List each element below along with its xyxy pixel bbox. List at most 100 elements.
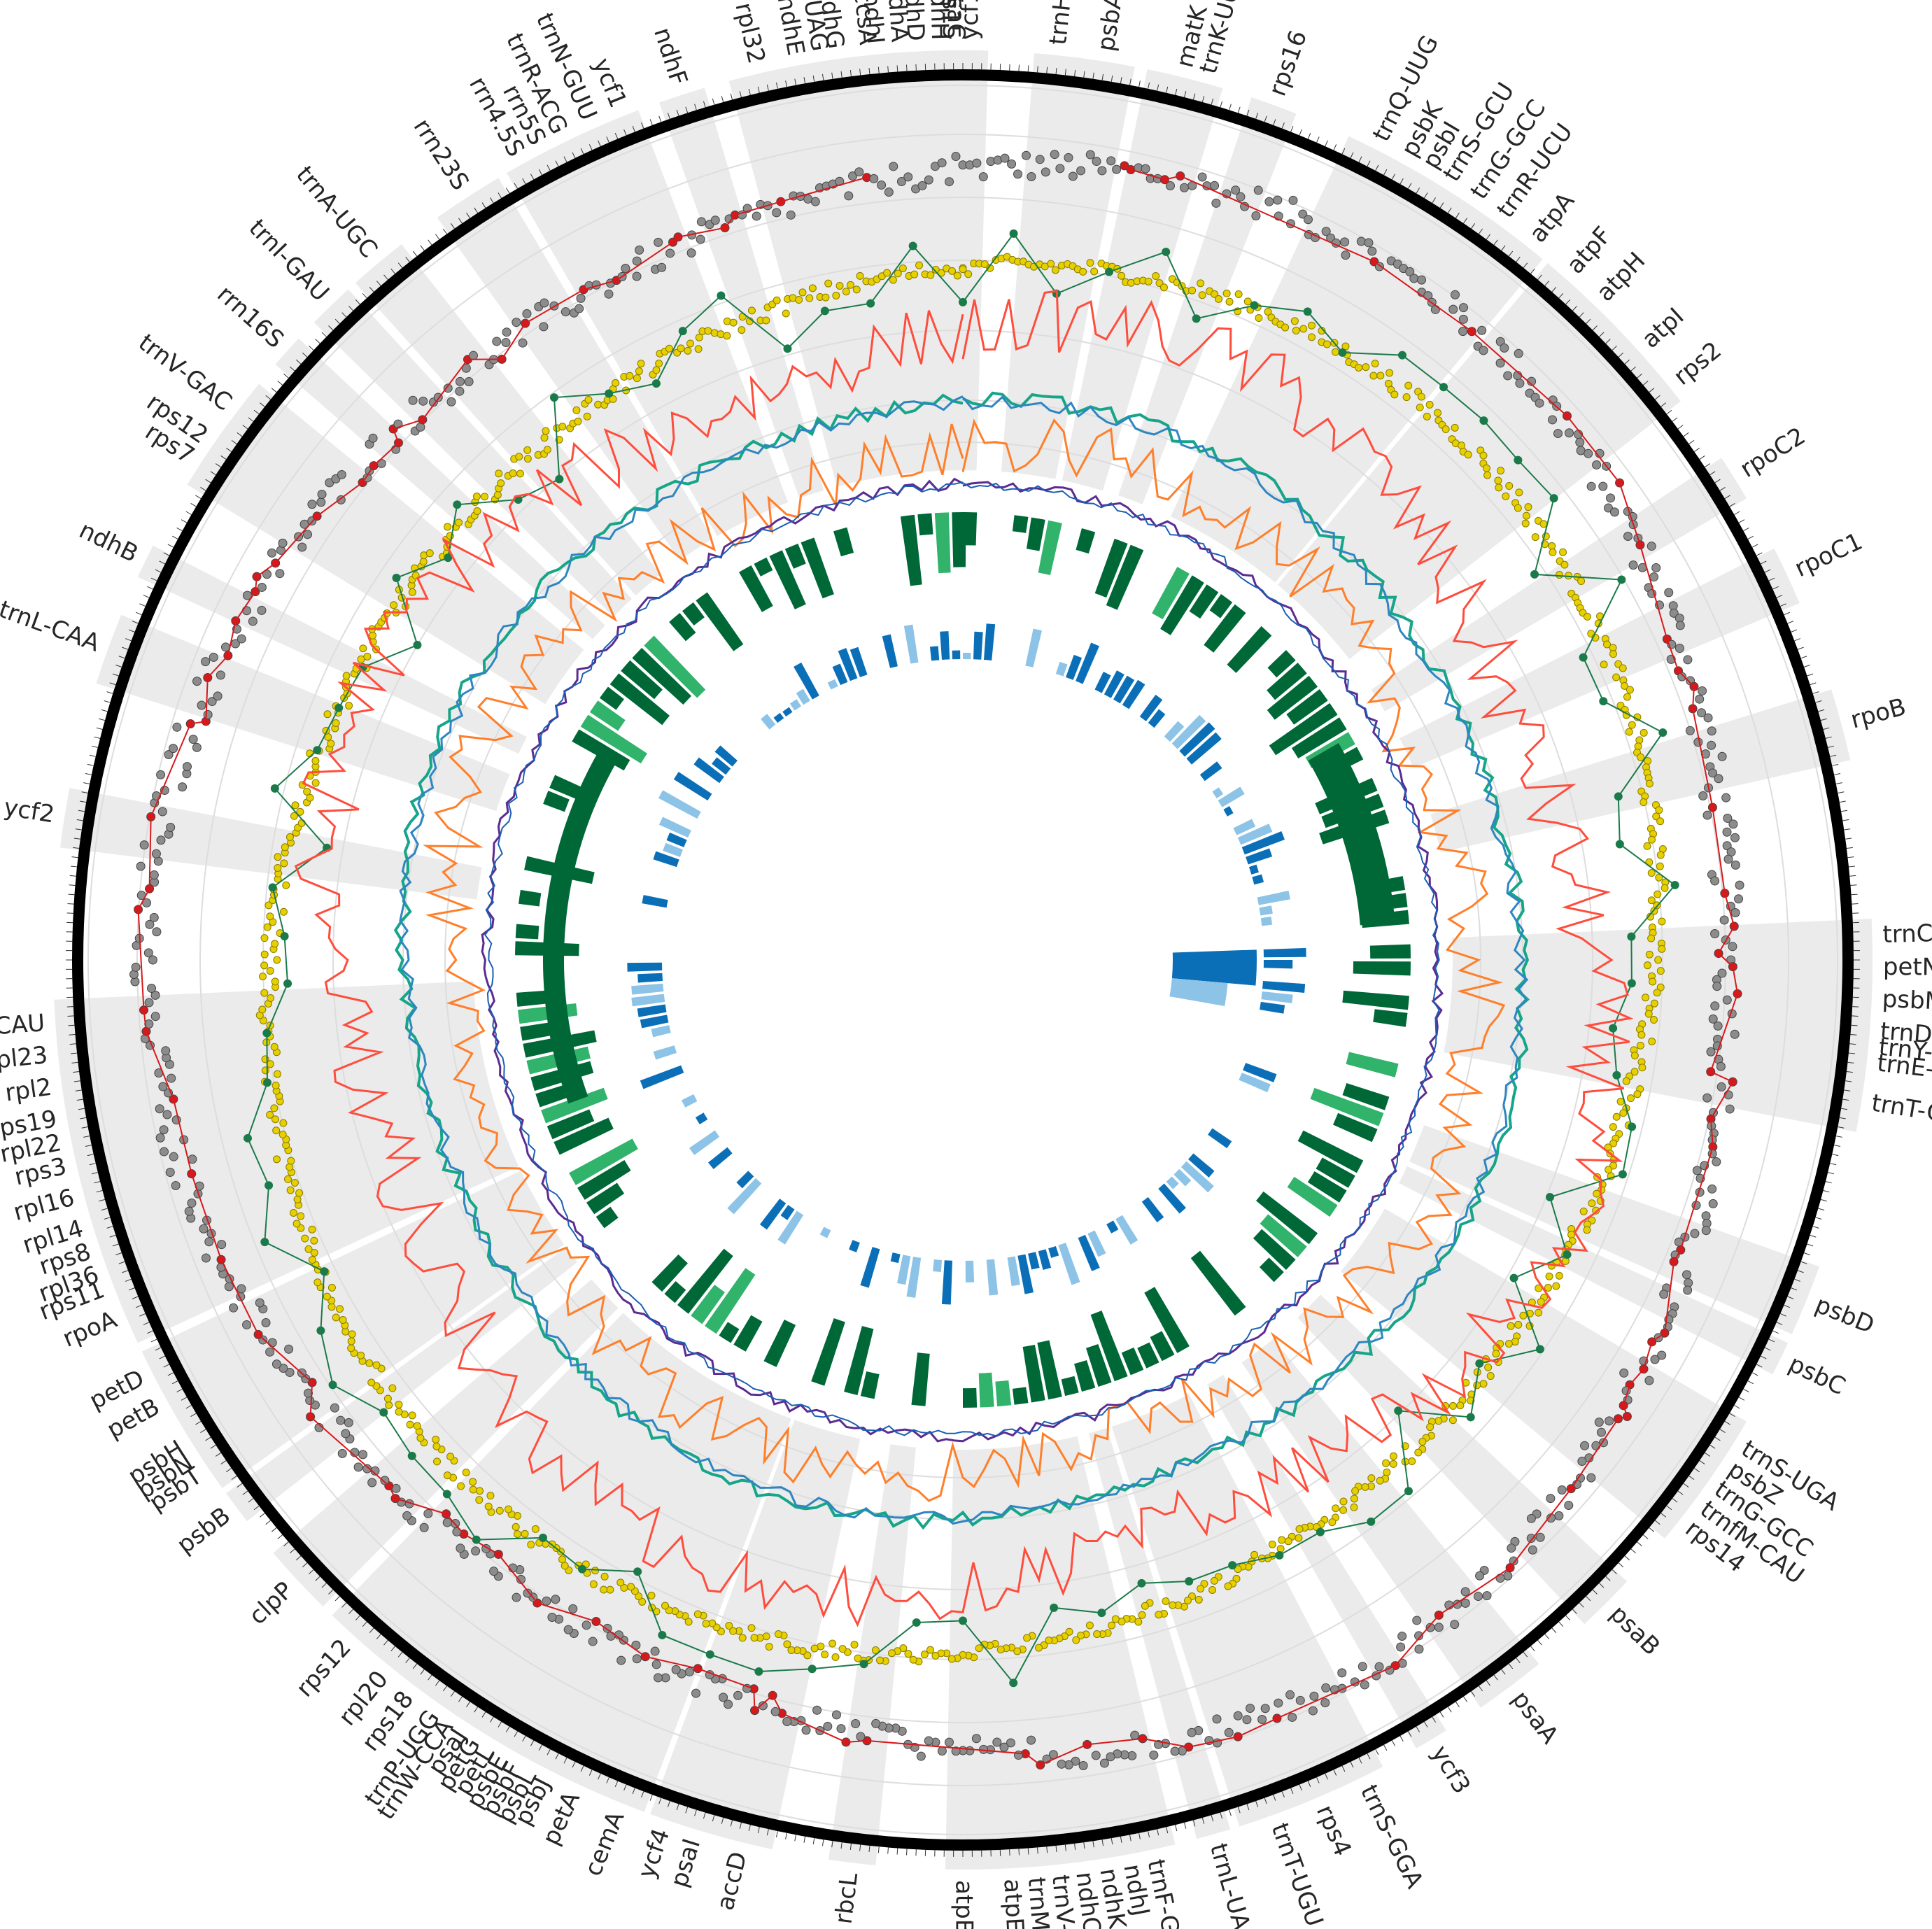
yellow-point: [1658, 945, 1666, 953]
tick: [1424, 192, 1428, 199]
yellow-point: [293, 1195, 302, 1203]
yellow-point: [1524, 503, 1532, 511]
gray-point: [854, 167, 864, 177]
tick: [803, 77, 806, 84]
tick: [76, 1098, 83, 1101]
yellow-point: [1634, 742, 1642, 751]
tick: [1516, 256, 1521, 262]
yellow-point: [920, 1651, 929, 1659]
blue-bar: [1237, 824, 1273, 845]
gray-point: [164, 749, 174, 759]
yellow-point: [1383, 1468, 1391, 1476]
tick: [1630, 1548, 1636, 1554]
yellow-point: [303, 787, 311, 796]
tick: [69, 875, 76, 877]
navy-line: [484, 481, 1440, 1437]
tick: [167, 544, 174, 548]
yellow-point: [635, 1592, 643, 1600]
tick: [1018, 64, 1020, 71]
gray-point: [165, 1168, 175, 1178]
blue-bar: [1115, 1215, 1138, 1245]
yellow-point: [762, 316, 770, 325]
yellow-point: [1441, 425, 1450, 434]
yellow-point: [626, 372, 634, 380]
green-bar: [801, 537, 834, 599]
gene-band: [332, 1313, 648, 1656]
gray-point: [581, 1620, 591, 1630]
yellow-point: [1211, 290, 1219, 298]
gray-point: [972, 158, 982, 168]
gray-point: [267, 548, 277, 558]
gray-point: [1396, 1642, 1406, 1652]
gray-point: [1702, 810, 1712, 820]
yellow-point: [773, 296, 781, 304]
tick: [658, 115, 662, 122]
blue-bar: [1148, 709, 1166, 728]
tick: [580, 1765, 584, 1772]
yellow-point: [345, 702, 353, 710]
yellow-point: [1402, 393, 1411, 402]
green-bar: [515, 924, 540, 940]
gene-band: [1341, 1251, 1695, 1539]
green-bar: [1369, 944, 1411, 959]
gray-point: [1210, 181, 1220, 190]
gray-point: [1712, 1157, 1721, 1167]
tick: [237, 1483, 243, 1488]
tick: [1624, 359, 1630, 365]
yellow-point: [931, 1651, 940, 1660]
gene-band: [355, 243, 661, 595]
green-bar: [763, 1320, 796, 1367]
yellow-point: [1603, 640, 1612, 649]
gray-point: [1091, 1751, 1101, 1760]
yellow-point: [408, 1411, 416, 1420]
gene-band: [1313, 325, 1663, 647]
tick: [1148, 1831, 1150, 1838]
green-bar: [719, 1322, 740, 1343]
yellow-point: [475, 1496, 484, 1504]
green-bar: [1037, 1340, 1062, 1400]
tick: [530, 1740, 535, 1746]
blue-bar: [640, 1015, 669, 1029]
yellow-point: [1351, 1487, 1360, 1495]
gray-point: [455, 376, 465, 386]
tick: [205, 479, 211, 483]
tick: [122, 1270, 129, 1273]
yellow-point: [1134, 1618, 1143, 1626]
gray-point: [160, 1147, 169, 1157]
tick: [150, 1338, 157, 1343]
green-bar: [1307, 1171, 1347, 1203]
tick: [348, 306, 353, 311]
tick: [474, 207, 479, 213]
gray-point: [1179, 183, 1189, 192]
yellow-point: [723, 332, 731, 340]
tick: [1447, 1707, 1452, 1713]
gray-point: [216, 670, 225, 680]
tick: [1220, 1812, 1223, 1819]
tick: [1776, 595, 1783, 598]
gray-point: [257, 605, 267, 615]
tick: [1064, 69, 1066, 76]
gene-band: [761, 59, 894, 483]
tick: [125, 1278, 132, 1282]
tick: [1129, 1835, 1131, 1842]
yellow-point: [694, 345, 703, 353]
tick: [405, 256, 410, 262]
yellow-point: [1065, 1627, 1073, 1636]
yellow-point: [710, 329, 719, 337]
gray-point: [1557, 1485, 1567, 1495]
tick: [1586, 1596, 1591, 1602]
blue-bar: [827, 679, 838, 690]
tick: [101, 1208, 108, 1211]
gray-point: [1703, 713, 1713, 723]
tick: [1307, 1781, 1311, 1788]
gene-label: trnT-UGU: [1265, 1819, 1328, 1929]
gray-point: [172, 722, 182, 732]
yellow-point: [521, 1529, 529, 1538]
tick: [109, 1234, 116, 1238]
green-bar: [1074, 1360, 1096, 1392]
tick: [1157, 1829, 1159, 1836]
yellow-point: [267, 994, 275, 1002]
green-bar: [900, 514, 922, 586]
yellow-point: [1612, 1112, 1621, 1121]
tick: [185, 511, 192, 515]
